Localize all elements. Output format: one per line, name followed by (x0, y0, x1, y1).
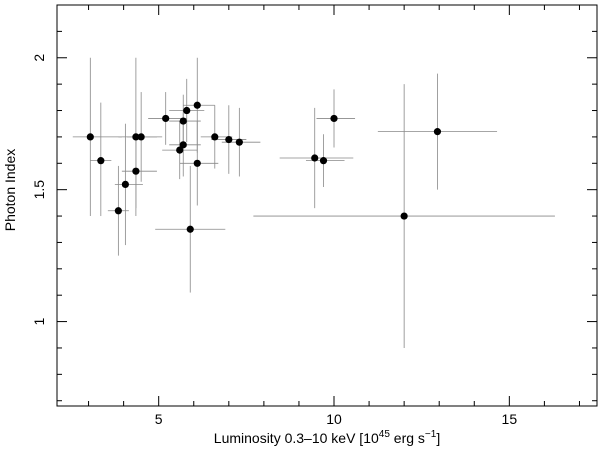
data-point (193, 159, 201, 167)
data-point (176, 146, 184, 154)
data-point (179, 117, 187, 125)
data-point (319, 157, 328, 165)
data-point (225, 135, 233, 144)
data-point (186, 225, 194, 233)
data-point (311, 154, 319, 162)
data-point (137, 133, 145, 141)
data-point (86, 133, 94, 141)
x-tick-label: 5 (155, 411, 163, 427)
tick-labels: 5 10 15 1 1.5 2 (31, 54, 517, 427)
data-points (86, 101, 442, 233)
data-point (433, 128, 442, 136)
data-point (400, 212, 408, 220)
data-point (183, 106, 191, 115)
x-tick-label: 15 (502, 411, 518, 427)
axis-ticks (57, 5, 597, 406)
data-point (193, 101, 201, 109)
x-tick-label: 10 (326, 411, 342, 427)
x-axis-label-main: Luminosity 0.3–10 keV [10 (214, 430, 379, 446)
data-point (330, 114, 338, 123)
data-point (179, 141, 187, 149)
plot-frame (56, 4, 598, 407)
data-point (235, 138, 243, 146)
x-axis-label-close: ] (436, 430, 440, 446)
y-tick-label: 2 (31, 54, 47, 62)
data-point (132, 133, 140, 141)
x-axis-label-exp: 45 (379, 429, 391, 440)
y-tick-label: 1 (31, 317, 47, 325)
data-point (132, 167, 140, 175)
x-axis-label: Luminosity 0.3–10 keV [1045 erg s−1] (214, 429, 440, 446)
data-point (97, 157, 105, 165)
y-axis-label: Photon Index (2, 149, 18, 232)
data-point (162, 114, 170, 123)
data-point (114, 207, 122, 215)
x-axis-label-tail-exp: −1 (425, 429, 437, 440)
data-point (121, 180, 129, 188)
error-bars (72, 57, 555, 348)
x-axis-label-tail: erg s (390, 430, 425, 446)
y-tick-label: 1.5 (31, 180, 47, 200)
data-point (211, 133, 219, 141)
